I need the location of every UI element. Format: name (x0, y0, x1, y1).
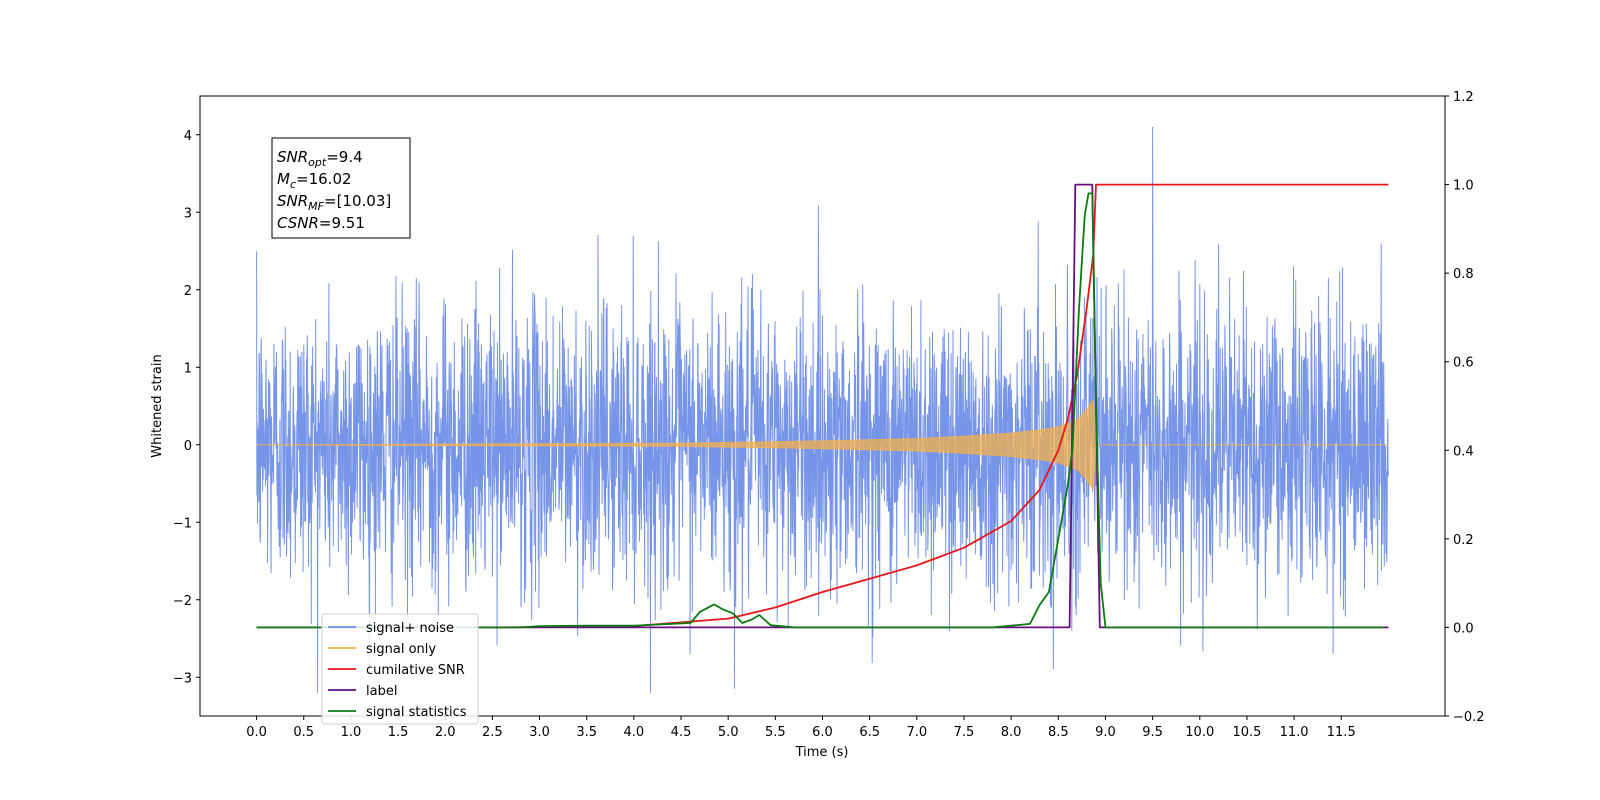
series-cumilative-snr (492, 183, 1389, 629)
series-lines-layer (256, 183, 1389, 629)
noise-series-layer (256, 126, 1389, 693)
legend-frame (321, 613, 479, 725)
annotation-line: CSNR=9.51 (277, 214, 365, 232)
legend-label: cumilative SNR (366, 663, 465, 678)
x-tick-label: 3.0 (529, 725, 550, 740)
y-tick-label: 0 (184, 439, 192, 454)
annotation-frame (271, 137, 411, 239)
y2-tick-label: 0.2 (1453, 533, 1474, 548)
y-tick-label: 4 (184, 129, 192, 144)
y-tick-label: −2 (173, 594, 192, 609)
x-tick-label: 8.0 (1001, 725, 1022, 740)
series-signal-only (256, 398, 1389, 492)
legend: signal+ noise signal only cumilative SNR la… (321, 613, 479, 725)
x-tick-label: 6.5 (859, 725, 880, 740)
x-axis-label: Time (s) (795, 745, 849, 760)
series-signal-statistics (256, 192, 1384, 629)
right-axis-ticks: −0.2 0.0 0.2 0.4 0.6 0.8 1.0 1.2 (1445, 90, 1485, 725)
x-tick-label: 1.5 (388, 725, 409, 740)
annotation-line: Mc=16.02 (277, 170, 352, 191)
x-tick-label: 7.5 (954, 725, 975, 740)
x-tick-label: 3.5 (576, 725, 597, 740)
annotation-line: SNRopt=9.4 (277, 148, 363, 169)
x-tick-label: 11.0 (1280, 725, 1309, 740)
y2-tick-label: 0.8 (1453, 267, 1474, 282)
y-axis-ticks: −3 −2 −1 0 1 2 3 4 (173, 129, 200, 686)
x-tick-label: 2.5 (482, 725, 503, 740)
x-tick-label: 7.0 (906, 725, 927, 740)
y2-tick-label: 0.0 (1453, 621, 1474, 636)
legend-label: label (366, 684, 397, 699)
x-tick-label: 10.0 (1185, 725, 1214, 740)
y2-tick-label: 1.2 (1453, 90, 1474, 105)
y-axis-label: Whitened strain (150, 354, 165, 457)
x-tick-label: 10.5 (1232, 725, 1261, 740)
y-tick-label: 3 (184, 206, 192, 221)
y2-tick-label: 0.4 (1453, 444, 1474, 459)
y-tick-label: 1 (184, 361, 192, 376)
x-tick-label: 9.0 (1095, 725, 1116, 740)
x-tick-label: 6.0 (812, 725, 833, 740)
x-axis-ticks: 0.0 0.5 1.0 1.5 2.0 2.5 3.0 3.5 4.0 4.5 5.0 5.5 6.0 6… (246, 716, 1356, 740)
x-tick-label: 0.5 (293, 725, 314, 740)
y2-tick-label: −0.2 (1453, 710, 1485, 725)
x-tick-label: 4.0 (624, 725, 645, 740)
x-tick-label: 11.5 (1327, 725, 1356, 740)
y2-tick-label: 0.6 (1453, 356, 1474, 371)
x-tick-label: 1.0 (341, 725, 362, 740)
x-tick-label: 5.0 (718, 725, 739, 740)
series-signal-noise (256, 126, 1389, 693)
legend-label: signal+ noise (366, 621, 454, 636)
x-tick-label: 0.0 (246, 725, 267, 740)
x-tick-label: 8.5 (1048, 725, 1069, 740)
y-tick-label: −3 (173, 671, 192, 686)
legend-label: signal statistics (366, 705, 467, 720)
annotation-line: SNRMF=[10.03] (277, 192, 391, 213)
x-tick-label: 2.0 (435, 725, 456, 740)
x-tick-label: 5.5 (765, 725, 786, 740)
x-tick-label: 4.5 (671, 725, 692, 740)
x-tick-label: 9.5 (1142, 725, 1163, 740)
legend-label: signal only (366, 642, 436, 657)
y-tick-label: −1 (173, 516, 192, 531)
y2-tick-label: 1.0 (1453, 179, 1474, 194)
y-tick-label: 2 (184, 284, 192, 299)
